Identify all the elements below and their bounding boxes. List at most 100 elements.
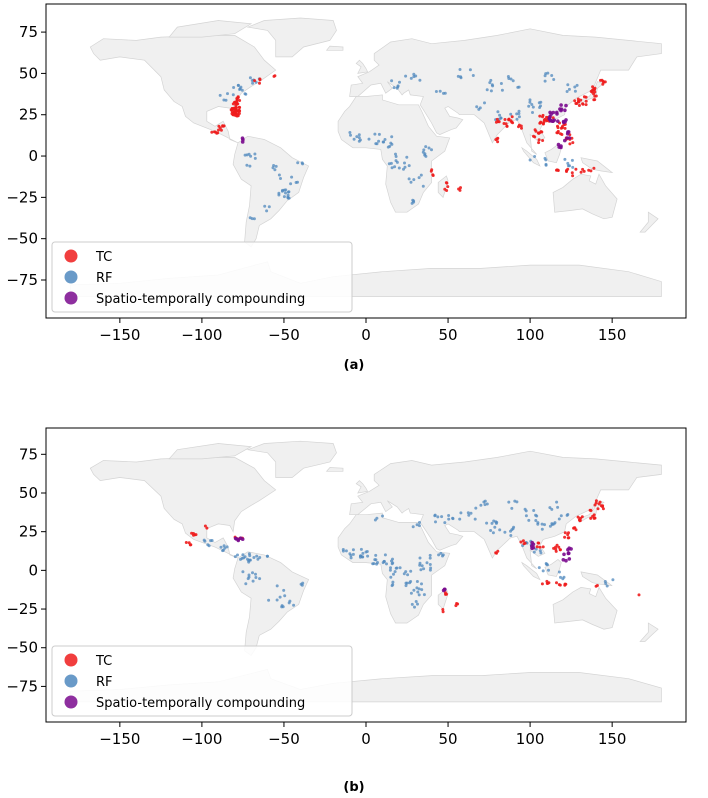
compound-point xyxy=(567,557,572,561)
tc-point xyxy=(576,97,580,101)
rf-point xyxy=(352,137,356,141)
landmass-iceland xyxy=(325,45,344,51)
rf-point xyxy=(489,89,493,93)
rf-point xyxy=(222,98,226,102)
legend-box xyxy=(51,645,353,717)
rf-point xyxy=(548,506,552,510)
rf-point xyxy=(485,521,489,525)
tc-point xyxy=(537,138,541,142)
tc-point xyxy=(216,131,220,135)
rf-point xyxy=(357,133,361,137)
rf-point xyxy=(534,513,538,517)
rf-point xyxy=(267,205,271,209)
tc-point xyxy=(584,103,588,107)
compound-point xyxy=(556,142,561,147)
rf-point xyxy=(491,531,495,535)
rf-point xyxy=(483,499,487,503)
axes: −150 −100 −50 0 50 100 150 75 50 25 0 −25 −50 −75 xyxy=(6,445,626,748)
x-tick-label: 50 xyxy=(439,326,458,344)
land-layer xyxy=(70,440,662,703)
rf-point xyxy=(396,84,400,88)
tc-point xyxy=(443,187,447,191)
rf-point xyxy=(286,190,290,194)
tc-point xyxy=(205,526,209,530)
tc-point xyxy=(555,168,558,172)
rf-point xyxy=(417,587,421,591)
rf-point xyxy=(515,117,519,121)
rf-point xyxy=(428,553,432,557)
rf-point xyxy=(458,68,462,71)
tc-point xyxy=(203,524,207,528)
tc-point xyxy=(592,88,596,92)
tc-point xyxy=(572,526,576,530)
tc-point xyxy=(507,118,511,122)
compound-point xyxy=(551,119,555,123)
rf-point xyxy=(439,551,443,555)
rf-point xyxy=(543,523,546,527)
rf-point xyxy=(443,521,447,525)
tc-point xyxy=(591,514,595,518)
landmass-sumatra xyxy=(520,561,541,581)
tc-point xyxy=(221,124,225,128)
rf-point xyxy=(393,165,397,169)
map-panel-a: −150 −100 −50 0 50 100 150 75 50 25 0 −25 −50 −75 TC RF… xyxy=(0,0,708,360)
rf-point xyxy=(503,530,507,534)
rf-point xyxy=(376,561,379,564)
rf-point xyxy=(575,83,579,87)
rf-point xyxy=(534,547,538,551)
rf-point xyxy=(390,562,394,566)
tc-point xyxy=(541,545,545,549)
tc-point xyxy=(563,535,567,539)
rf-point xyxy=(447,517,451,521)
rf-point xyxy=(258,577,262,581)
rf-point xyxy=(491,84,495,88)
tc-point xyxy=(571,174,575,178)
rf-point xyxy=(225,545,229,549)
y-tick-label: −25 xyxy=(6,188,38,206)
x-tick-label: 50 xyxy=(439,730,458,748)
rf-point xyxy=(499,116,503,120)
x-tick-label: 100 xyxy=(516,730,545,748)
tc-point xyxy=(579,516,582,520)
rf-point xyxy=(251,571,254,575)
rf-point xyxy=(430,148,433,152)
rf-point xyxy=(546,71,550,75)
rf-point xyxy=(236,83,240,87)
rf-point xyxy=(233,555,237,559)
rf-point xyxy=(392,86,396,90)
rf-point xyxy=(232,86,236,89)
rf-point xyxy=(282,588,286,592)
rf-point xyxy=(393,570,397,574)
rf-point xyxy=(559,514,563,518)
rf-point xyxy=(517,109,521,113)
rf-point xyxy=(263,204,267,208)
rf-point xyxy=(507,77,511,80)
tc-point xyxy=(594,94,598,98)
tc-point xyxy=(446,185,450,189)
tc-point xyxy=(236,112,240,116)
rf-point xyxy=(412,178,416,182)
rf-point xyxy=(411,198,415,202)
rf-point xyxy=(611,578,615,582)
rf-point xyxy=(499,82,503,85)
rf-point xyxy=(281,605,285,609)
compound-point xyxy=(561,558,566,562)
rf-point xyxy=(223,546,227,550)
rf-point xyxy=(382,560,386,563)
rf-point xyxy=(277,173,281,177)
rf-point xyxy=(496,110,500,114)
x-tick-label: 150 xyxy=(598,730,627,748)
rf-point xyxy=(420,588,424,592)
tc-point xyxy=(597,502,601,506)
rf-point xyxy=(248,216,252,220)
rf-point xyxy=(247,152,251,156)
legend-tc-marker xyxy=(64,653,78,667)
rf-point xyxy=(377,132,381,136)
rf-point xyxy=(530,103,534,106)
rf-point xyxy=(359,547,363,551)
compound-point xyxy=(559,103,563,107)
rf-point xyxy=(517,115,521,119)
tc-point xyxy=(495,117,499,121)
rf-point xyxy=(539,551,543,555)
rf-point xyxy=(550,523,554,527)
